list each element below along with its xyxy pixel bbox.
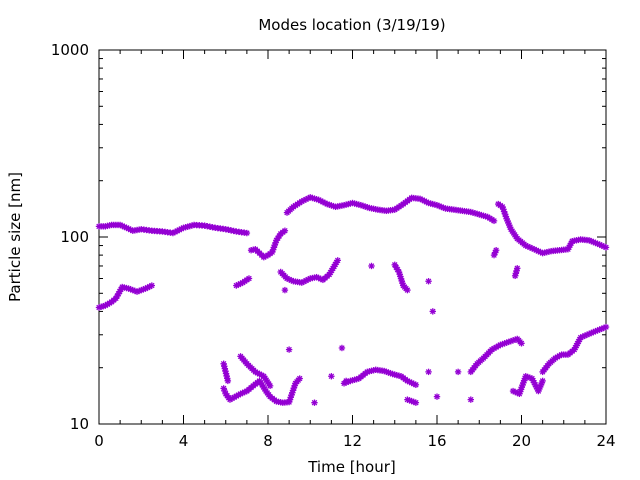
plot-frame (98, 49, 607, 425)
data-point (266, 382, 274, 390)
data-point (391, 261, 398, 269)
axis-ticks (98, 49, 607, 425)
data-point (285, 346, 293, 353)
data-point (148, 282, 156, 289)
data-point (412, 381, 420, 389)
data-point (328, 373, 335, 380)
x-tick-label: 16 (427, 432, 446, 450)
data-point (281, 286, 289, 294)
data-point (224, 377, 232, 385)
data-point (492, 246, 500, 254)
data-point (490, 217, 498, 225)
data-point (433, 393, 441, 400)
data-point (338, 344, 346, 352)
x-tick-label: 12 (343, 432, 362, 450)
data-point (467, 396, 474, 403)
data-point (245, 275, 253, 282)
data-point (404, 286, 411, 294)
data-point (334, 257, 341, 264)
x-tick-label: 20 (512, 432, 531, 450)
chart-title: Modes location (3/19/19) (258, 16, 445, 34)
x-tick-label: 0 (94, 432, 104, 450)
data-point (281, 227, 289, 234)
data-point (291, 382, 298, 389)
data-point (514, 265, 521, 272)
y-tick-label: 1000 (51, 41, 89, 59)
data-point (602, 323, 610, 331)
data-point (368, 262, 375, 270)
data-points (95, 194, 610, 406)
data-point (454, 368, 462, 376)
data-point (311, 399, 318, 406)
data-point (296, 375, 303, 382)
x-tick-label: 24 (596, 432, 615, 450)
y-tick-label: 10 (70, 415, 89, 433)
x-tick-label: 8 (263, 432, 273, 450)
y-axis-label: Particle size [nm] (6, 172, 24, 302)
data-point (412, 399, 420, 406)
data-point (425, 368, 432, 376)
x-axis-label: Time [hour] (307, 458, 396, 476)
data-point (429, 308, 436, 315)
x-tick-label: 4 (179, 432, 189, 450)
data-point (602, 244, 610, 251)
data-point (115, 290, 122, 298)
data-point (425, 278, 432, 285)
tick-labels: 0 4 8 12 16 20 24 10 100 1000 (51, 41, 616, 450)
data-point (518, 340, 525, 347)
data-point (539, 377, 546, 385)
y-tick-label: 100 (60, 228, 89, 246)
data-point (243, 229, 251, 237)
